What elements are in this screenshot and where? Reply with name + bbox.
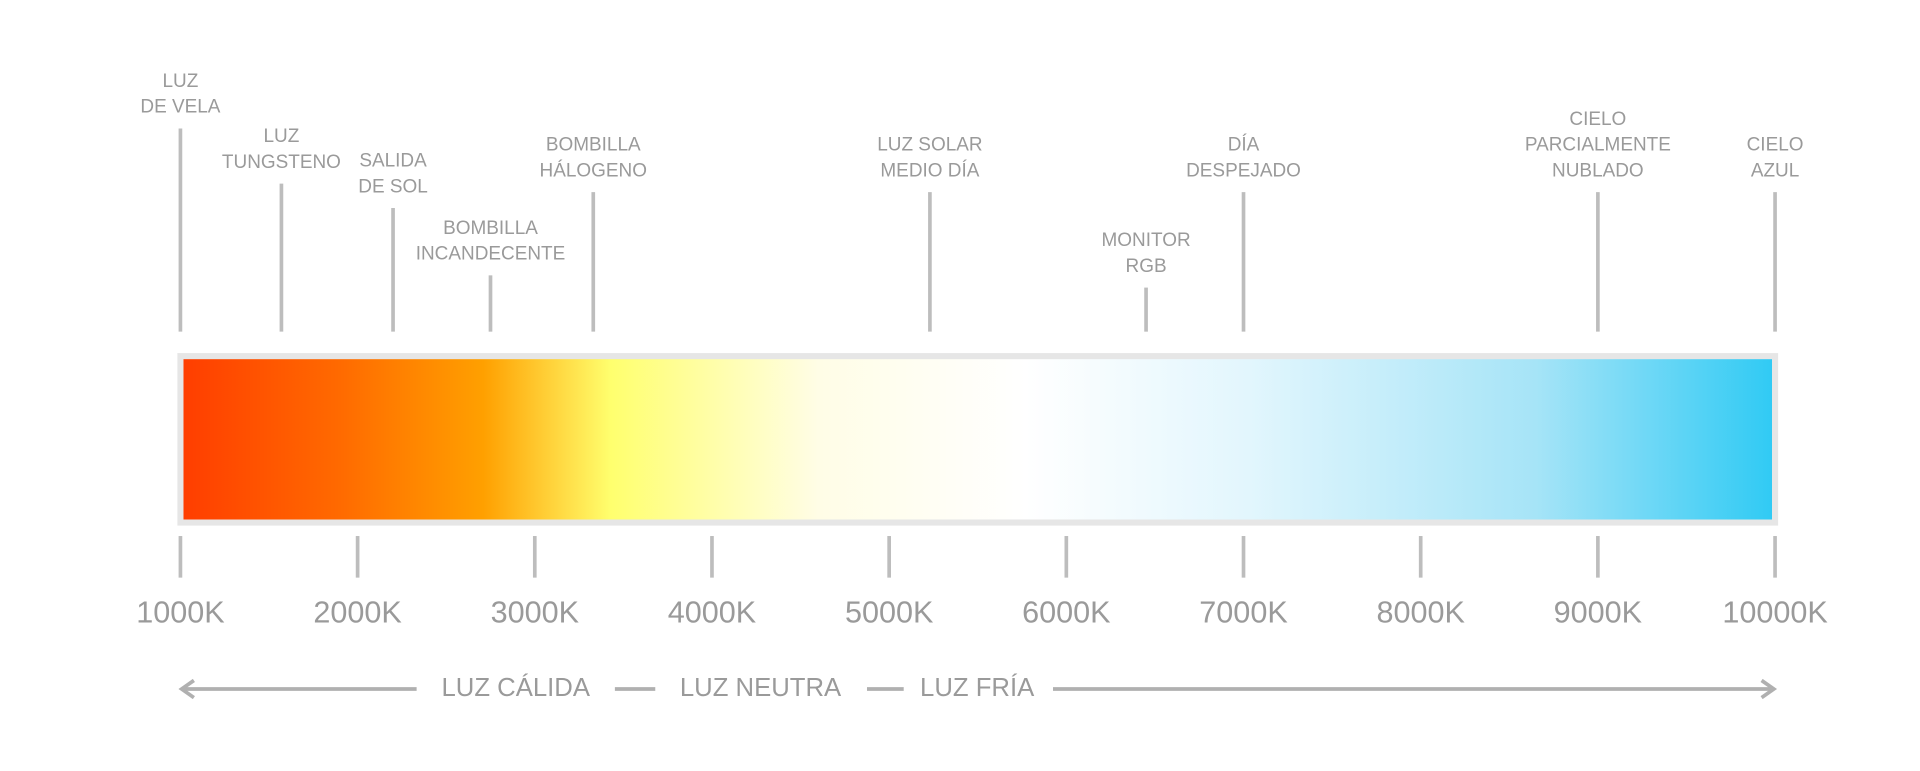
tick-label: 9000K — [1554, 595, 1643, 629]
tick-label: 8000K — [1376, 595, 1465, 629]
band-label: LUZ NEUTRA — [680, 674, 842, 702]
marker-label: HÁLOGENO — [540, 160, 647, 181]
marker-label: LUZ — [163, 71, 199, 92]
marker-label: AZUL — [1751, 160, 1799, 181]
band-label: LUZ FRÍA — [920, 673, 1035, 702]
marker-label: BOMBILLA — [443, 218, 538, 239]
marker-label: MEDIO DÍA — [880, 160, 979, 181]
marker-label: PARCIALMENTE — [1525, 135, 1671, 156]
tick-label: 10000K — [1722, 595, 1828, 629]
marker-label: CIELO — [1747, 135, 1804, 156]
marker-label: LUZ SOLAR — [877, 135, 982, 156]
band-arrow — [178, 678, 1778, 700]
tick-label: 2000K — [313, 595, 402, 629]
marker-label: DÍA — [1228, 135, 1260, 156]
tick-label: 3000K — [491, 595, 580, 629]
tick-label: 4000K — [668, 595, 757, 629]
marker-label: INCANDECENTE — [416, 244, 566, 265]
marker-label: BOMBILLA — [546, 135, 641, 156]
color-bar — [177, 353, 1779, 526]
marker-label: CIELO — [1569, 109, 1626, 130]
tick-label: 6000K — [1022, 595, 1111, 629]
marker-label: DE VELA — [140, 97, 220, 118]
marker-label: LUZ — [264, 126, 300, 147]
tick-label: 5000K — [845, 595, 934, 629]
marker-label: DESPEJADO — [1186, 160, 1301, 181]
marker-label: DE SOL — [358, 176, 428, 197]
tick-label: 1000K — [136, 595, 225, 629]
marker-label: MONITOR — [1101, 230, 1190, 251]
marker-label: SALIDA — [359, 151, 427, 172]
tick-label: 7000K — [1199, 595, 1288, 629]
band-label: LUZ CÁLIDA — [442, 673, 591, 702]
marker-label: NUBLADO — [1552, 160, 1644, 181]
marker-label: TUNGSTENO — [222, 152, 341, 173]
marker-label: RGB — [1126, 256, 1167, 277]
